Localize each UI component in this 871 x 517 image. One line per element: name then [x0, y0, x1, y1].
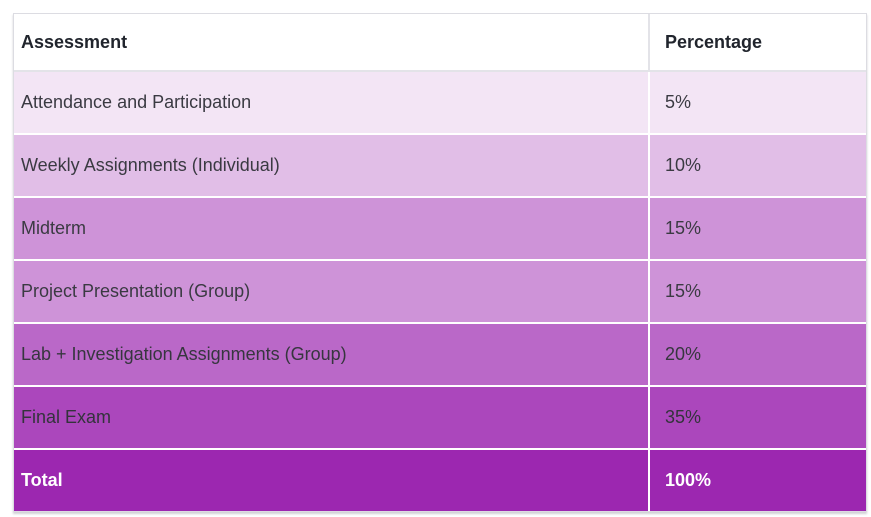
assessment-cell: Attendance and Participation: [21, 92, 252, 112]
table-row: Project Presentation (Group) 15%: [14, 259, 866, 322]
percentage-cell: 5%: [648, 72, 866, 133]
percentage-cell: 15%: [648, 261, 866, 322]
table-row: Midterm 15%: [14, 196, 866, 259]
assessment-grading-table: Assessment Percentage Attendance and Par…: [13, 13, 867, 512]
percentage-cell: 20%: [648, 324, 866, 385]
percentage-cell: 35%: [648, 387, 866, 448]
assessment-cell: Final Exam: [21, 407, 112, 427]
table-body: Attendance and Participation 5% Weekly Ass…: [14, 70, 866, 511]
column-header-assessment: Assessment: [21, 31, 128, 52]
table-header-row: Assessment Percentage: [14, 14, 866, 70]
assessment-cell: Total: [21, 470, 63, 490]
table-row: Lab + Investigation Assignments (Group) 2…: [14, 322, 866, 385]
table-row: Attendance and Participation 5%: [14, 70, 866, 133]
assessment-cell: Lab + Investigation Assignments (Group): [21, 344, 347, 364]
assessment-cell: Midterm: [21, 218, 87, 238]
assessment-cell: Weekly Assignments (Individual): [21, 155, 280, 175]
table-row-total: Total 100%: [14, 448, 866, 511]
percentage-cell: 10%: [648, 135, 866, 196]
percentage-cell: 100%: [648, 450, 866, 511]
column-header-percentage: Percentage: [648, 14, 866, 70]
assessment-cell: Project Presentation (Group): [21, 281, 251, 301]
percentage-cell: 15%: [648, 198, 866, 259]
table-row: Final Exam 35%: [14, 385, 866, 448]
table-row: Weekly Assignments (Individual) 10%: [14, 133, 866, 196]
